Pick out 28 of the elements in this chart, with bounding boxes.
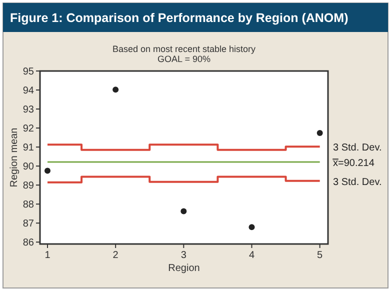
point xyxy=(316,130,323,136)
point xyxy=(180,208,187,214)
y-tick-label: 95 xyxy=(22,66,34,78)
y-tick-label: 90 xyxy=(22,162,34,173)
x-tick-label: 1 xyxy=(44,250,51,261)
y-tick-label: 94 xyxy=(22,86,34,97)
chart-subtitle: Based on most recent stable history xyxy=(112,44,256,54)
series-label: 3 Std. Dev. xyxy=(333,176,382,188)
y-tick-label: 92 xyxy=(22,124,34,135)
y-tick-label: 91 xyxy=(22,142,34,154)
chart-title: Figure 1: Comparison of Performance by Region (ANOM) xyxy=(10,11,348,25)
series-label: 3 Std. Dev. xyxy=(333,142,382,154)
x-tick-label: 3 xyxy=(180,250,187,261)
y-tick-label: 93 xyxy=(22,104,34,116)
x-tick-label: 5 xyxy=(317,250,324,261)
text: GOAL = 90% xyxy=(158,54,210,64)
y-tick-label: 88 xyxy=(22,200,34,211)
point xyxy=(44,168,50,174)
point xyxy=(248,224,255,230)
ref-line-label: x̿=90.214 xyxy=(332,158,375,169)
x-tick-label: 4 xyxy=(248,250,255,261)
x-axis-title: Region xyxy=(168,263,200,274)
y-axis-title: Region mean xyxy=(9,128,20,188)
x-tick-label: 2 xyxy=(112,250,119,261)
point xyxy=(112,86,119,93)
y-tick-label: 89 xyxy=(22,180,34,192)
y-tick-label: 86 xyxy=(22,238,34,249)
y-tick-label: 87 xyxy=(22,218,34,230)
